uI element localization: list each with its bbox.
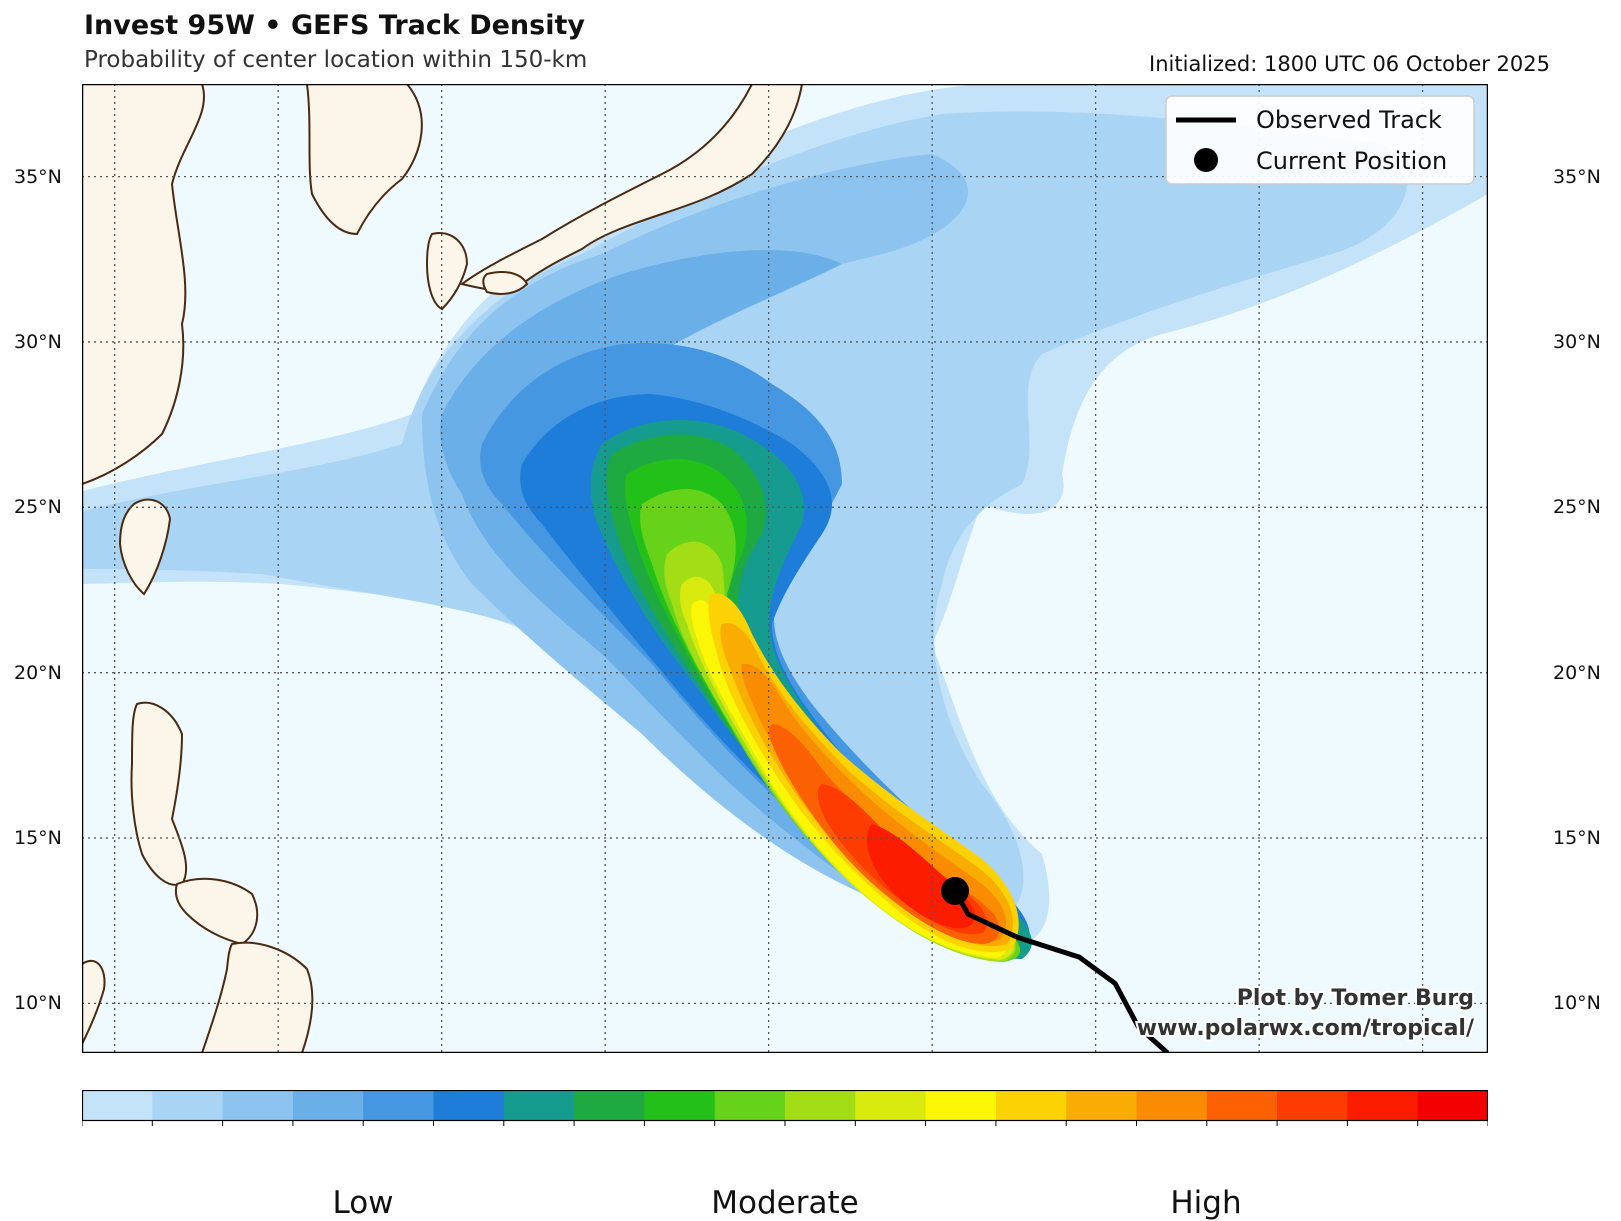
colorbar-label-high: High bbox=[1170, 1185, 1242, 1221]
colorbar-label-low: Low bbox=[332, 1185, 394, 1221]
observed-track-line bbox=[952, 889, 1170, 1053]
colorbar-cell bbox=[1347, 1090, 1419, 1120]
colorbar-cell bbox=[995, 1090, 1067, 1120]
current-position-marker bbox=[941, 876, 970, 905]
china-coast bbox=[82, 84, 205, 486]
colorbar-label-moderate: Moderate bbox=[711, 1185, 859, 1221]
map-frame bbox=[82, 84, 1488, 1053]
lat-tick-label: 35°N bbox=[14, 165, 62, 188]
colorbar bbox=[82, 1090, 1488, 1126]
colorbar-cell bbox=[574, 1090, 645, 1120]
colorbar-cell bbox=[503, 1090, 575, 1120]
gridlines bbox=[82, 84, 1488, 1053]
track-density-map: Observed Track Current Position Plot by … bbox=[82, 84, 1488, 1053]
legend-position-swatch bbox=[1194, 148, 1218, 172]
lat-tick-label: 15°N bbox=[1553, 827, 1601, 850]
lat-tick-label: 15°N bbox=[14, 827, 62, 850]
colorbar-cell bbox=[363, 1090, 434, 1120]
map-subtitle: Probability of center location within 15… bbox=[84, 47, 588, 73]
colorbar-cell bbox=[1417, 1090, 1488, 1120]
colorbar-cell bbox=[82, 1090, 153, 1120]
colorbar-cell bbox=[152, 1090, 224, 1120]
init-time: Initialized: 1800 UTC 06 October 2025 bbox=[1149, 52, 1550, 76]
credit-author: Plot by Tomer Burg bbox=[1237, 986, 1474, 1011]
colorbar-cell bbox=[855, 1090, 927, 1120]
colorbar-cell bbox=[925, 1090, 997, 1120]
map-title: Invest 95W • GEFS Track Density bbox=[84, 10, 585, 41]
colorbar-cell bbox=[714, 1090, 786, 1120]
taiwan bbox=[118, 498, 172, 596]
legend-position-label: Current Position bbox=[1256, 147, 1447, 175]
lat-tick-label: 20°N bbox=[1553, 661, 1601, 684]
land bbox=[82, 84, 804, 1053]
credit-url: www.polarwx.com/tropical/ bbox=[1137, 1016, 1475, 1041]
lat-tick-label: 20°N bbox=[14, 661, 62, 684]
lat-tick-label: 25°N bbox=[1553, 496, 1601, 519]
lat-tick-label: 25°N bbox=[14, 496, 62, 519]
lat-tick-label: 35°N bbox=[1553, 165, 1601, 188]
colorbar-cell bbox=[433, 1090, 505, 1120]
colorbar-cell bbox=[785, 1090, 856, 1120]
lat-tick-label: 30°N bbox=[1553, 330, 1601, 353]
colorbar-cell bbox=[644, 1090, 716, 1120]
lat-tick-label: 30°N bbox=[14, 330, 62, 353]
colorbar-cell bbox=[292, 1090, 364, 1120]
japan-shikoku bbox=[482, 271, 529, 295]
colorbar-cell bbox=[1136, 1090, 1208, 1120]
colorbar-cell bbox=[1206, 1090, 1278, 1120]
japan-kyushu bbox=[425, 232, 469, 311]
palawan bbox=[82, 959, 106, 1045]
colorbar-cell bbox=[1066, 1090, 1137, 1120]
korea-landmass bbox=[305, 84, 423, 236]
density-level-16 bbox=[741, 663, 1007, 942]
lat-tick-label: 10°N bbox=[14, 992, 62, 1015]
legend: Observed Track Current Position bbox=[1165, 95, 1475, 185]
legend-track-label: Observed Track bbox=[1256, 106, 1442, 134]
colorbar-cell bbox=[222, 1090, 294, 1120]
colorbar-cell bbox=[1277, 1090, 1348, 1120]
lat-tick-label: 10°N bbox=[1553, 992, 1601, 1015]
